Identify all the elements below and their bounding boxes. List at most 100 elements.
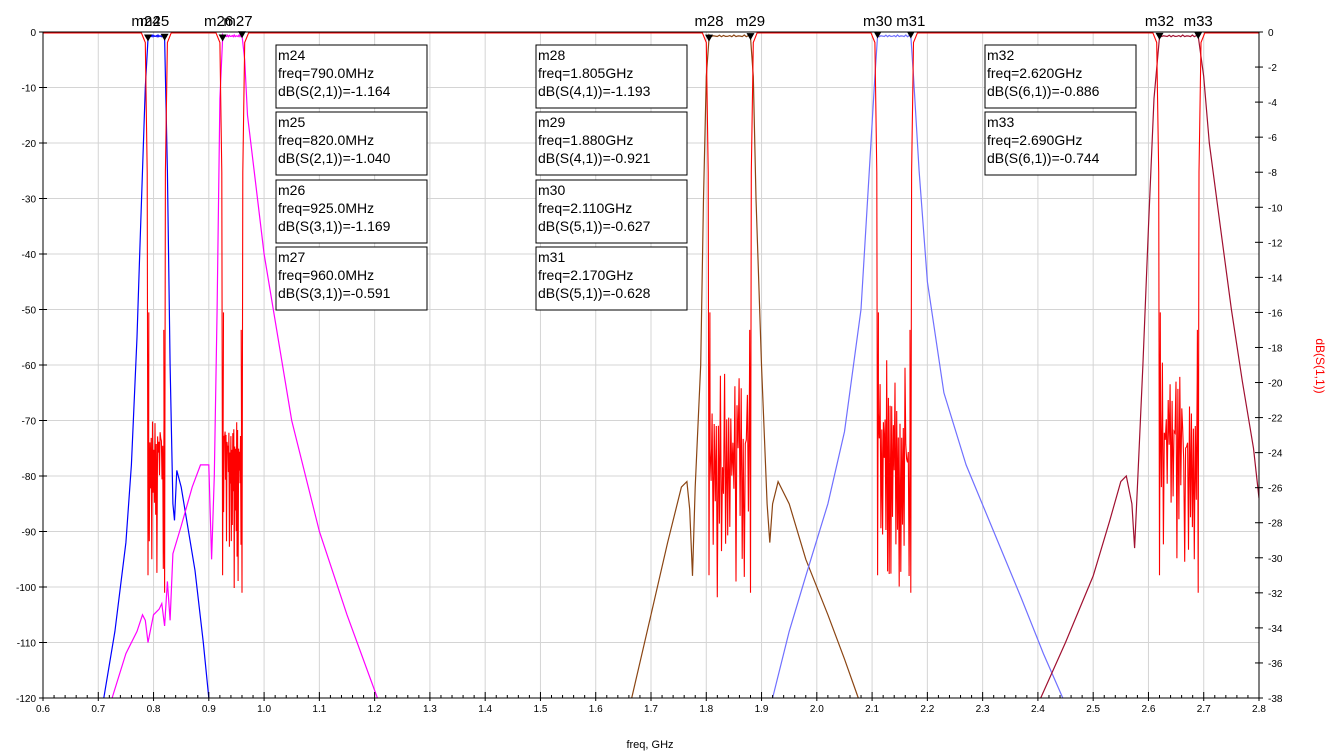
x-tick-label: 2.6 [1142,704,1156,715]
y-right-tick-label: -2 [1268,63,1277,74]
marker-readouts: m24 freq=790.0MHz dB(S(2,1))=-1.164 m25 freq… [275,44,1137,311]
readout-line: dB(S(6,1))=-0.886 [987,83,1100,99]
marker-m28 [705,34,714,42]
y-right-tick-label: -16 [1268,308,1283,319]
marker-m31 [906,31,915,39]
marker-m27 [237,31,246,39]
y-left-tick-label: 0 [30,28,36,39]
readout-m26: m26 freq=925.0MHz dB(S(3,1))=-1.169 [275,179,428,244]
x-tick-label: 2.8 [1252,704,1266,715]
readout-line: m29 [538,114,565,130]
readout-line: freq=1.805GHz [538,65,633,81]
readout-line: dB(S(5,1))=-0.627 [538,218,651,234]
y-right-tick-label: -34 [1268,624,1283,635]
readout-line: freq=1.880GHz [538,132,633,148]
y-left-tick-label: -40 [22,250,37,261]
readout-m31: m31 freq=2.170GHz dB(S(5,1))=-0.628 [535,246,688,311]
readout-line: freq=2.170GHz [538,267,633,283]
x-tick-label: 1.0 [257,704,271,715]
y-left-tick-label: -70 [22,417,37,428]
readout-line: freq=960.0MHz [278,267,374,283]
y-right-tick-label: -12 [1268,238,1283,249]
readout-line: freq=2.620GHz [987,65,1082,81]
y-right-tick-label: -8 [1268,168,1277,179]
y-right-tick-label: -14 [1268,273,1283,284]
y-left-tick-label: -50 [22,306,37,317]
marker-label-m32: m32 [1145,13,1174,30]
marker-m26 [218,34,227,42]
readout-line: freq=2.690GHz [987,132,1082,148]
x-tick-label: 0.8 [147,704,161,715]
marker-label-m31: m31 [896,13,925,30]
x-tick-label: 2.7 [1197,704,1211,715]
readout-m29: m29 freq=1.880GHz dB(S(4,1))=-0.921 [535,111,688,176]
x-tick-label: 2.5 [1086,704,1100,715]
readout-box [984,44,1137,109]
readout-m24: m24 freq=790.0MHz dB(S(2,1))=-1.164 [275,44,428,109]
marker-label-m29: m29 [736,13,765,30]
marker-label-m24: m24 [131,13,160,30]
y-right-tick-label: -22 [1268,414,1283,425]
readout-line: dB(S(3,1))=-1.169 [278,218,391,234]
y-left-tick-label: -10 [22,84,37,95]
readout-m33: m33 freq=2.690GHz dB(S(6,1))=-0.744 [984,111,1137,176]
y-left-tick-label: -90 [22,528,37,539]
readout-line: dB(S(6,1))=-0.744 [987,150,1100,166]
y-left-tick-label: -20 [22,139,37,150]
x-tick-label: 2.2 [920,704,934,715]
readout-m32: m32 freq=2.620GHz dB(S(6,1))=-0.886 [984,44,1137,109]
y-right-tick-label: 0 [1268,28,1274,39]
y-right-tick-label: -4 [1268,98,1277,109]
readout-box [535,179,688,244]
x-tick-label: 1.8 [699,704,713,715]
y-right-tick-label: -26 [1268,484,1283,495]
marker-label-m33: m33 [1184,13,1213,30]
x-tick-label: 1.9 [755,704,769,715]
y-left-tick-label: -60 [22,361,37,372]
x-tick-label: 1.7 [644,704,658,715]
y-left-tick-label: -100 [16,583,36,594]
y-right-tick-label: -20 [1268,379,1283,390]
readout-line: dB(S(2,1))=-1.040 [278,150,391,166]
y-right-tick-label: -10 [1268,203,1283,214]
y-right-tick-label: -24 [1268,449,1283,460]
readout-line: freq=790.0MHz [278,65,374,81]
readout-box [275,179,428,244]
readout-box [535,111,688,176]
x-axis-label: freq, GHz [626,739,673,751]
y-left-tick-label: -120 [16,694,36,705]
readout-line: m25 [278,114,305,130]
readout-line: m26 [278,182,305,198]
trace-s21 [103,33,210,699]
marker-label-m30: m30 [863,13,892,30]
readout-line: dB(S(3,1))=-0.591 [278,285,391,301]
readout-box [275,111,428,176]
readout-line: freq=820.0MHz [278,132,374,148]
readout-line: dB(S(4,1))=-0.921 [538,150,651,166]
readout-line: dB(S(5,1))=-0.628 [538,285,651,301]
x-tick-label: 0.6 [36,704,50,715]
x-tick-label: 1.6 [589,704,603,715]
readout-line: m30 [538,182,565,198]
x-tick-label: 1.2 [368,704,382,715]
trace-s41 [631,33,859,699]
marker-label-m26: m26 [204,13,233,30]
readout-box [275,246,428,311]
readout-line: m31 [538,249,565,265]
x-tick-label: 1.4 [478,704,492,715]
marker-m30 [873,31,882,39]
x-tick-label: 1.1 [312,704,326,715]
y-right-tick-label: -28 [1268,519,1283,530]
y-right-tick-label: -32 [1268,589,1283,600]
y-right-tick-label: -6 [1268,133,1277,144]
y-right-tick-label: -30 [1268,554,1283,565]
readout-box [984,111,1137,176]
x-tick-label: 2.3 [976,704,990,715]
marker-m33 [1194,32,1203,40]
marker-label-m28: m28 [694,13,723,30]
readout-m25: m25 freq=820.0MHz dB(S(2,1))=-1.040 [275,111,428,176]
x-tick-label: 1.3 [423,704,437,715]
readout-line: m28 [538,47,565,63]
